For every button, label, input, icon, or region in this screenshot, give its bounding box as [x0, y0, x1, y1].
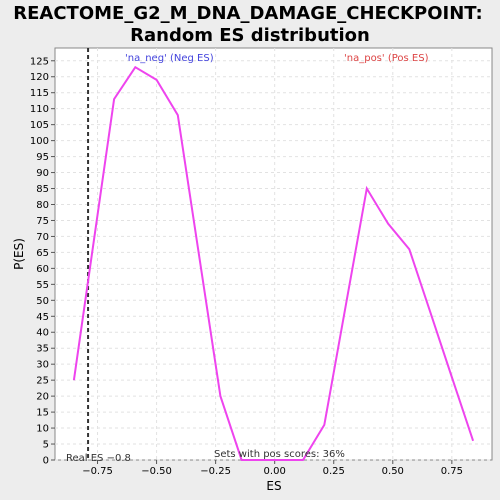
y-tick-label: 85: [36, 184, 49, 195]
y-tick-label: 75: [36, 216, 49, 227]
y-tick-label: 95: [36, 152, 49, 163]
chart-title-line1: REACTOME_G2_M_DNA_DAMAGE_CHECKPOINT:: [13, 3, 483, 24]
legend-pos: 'na_pos' (Pos ES): [344, 53, 429, 64]
x-tick-label: 0.00: [264, 466, 286, 477]
x-tick-label: 0.25: [323, 466, 345, 477]
y-tick-label: 0: [43, 456, 49, 467]
y-tick-label: 30: [36, 360, 49, 371]
y-tick-label: 50: [36, 296, 49, 307]
legend-neg: 'na_neg' (Neg ES): [125, 53, 214, 64]
es-distribution-line: [72, 65, 475, 461]
y-axis-label: P(ES): [12, 238, 26, 270]
grid: [55, 48, 492, 461]
y-tick-label: 55: [36, 280, 49, 291]
y-tick-label: 25: [36, 376, 49, 387]
y-tick-label: 90: [36, 168, 49, 179]
y-tick-label: 115: [30, 88, 49, 99]
y-tick-label: 45: [36, 312, 49, 323]
chart-title-line2: Random ES distribution: [130, 25, 370, 46]
x-tick-label: 0.50: [382, 466, 404, 477]
y-tick-label: 5: [43, 440, 49, 451]
y-tick-label: 60: [36, 264, 49, 275]
x-tick-label: 0.75: [441, 466, 463, 477]
real-es-label: Real ES −0.8: [66, 453, 131, 464]
y-tick-label: 40: [36, 328, 49, 339]
y-tick-label: 15: [36, 408, 49, 419]
y-tick-label: 125: [30, 56, 49, 67]
x-tick-label: −0.25: [200, 466, 231, 477]
y-tick-label: 80: [36, 200, 49, 211]
plot-area: [54, 47, 493, 461]
x-axis-ticks: −0.75 −0.50 −0.25 0.00 0.25 0.50 0.75: [82, 460, 463, 477]
y-tick-label: 110: [30, 104, 49, 115]
y-tick-label: 65: [36, 248, 49, 259]
y-tick-label: 10: [36, 424, 49, 435]
y-tick-label: 105: [30, 120, 49, 131]
x-axis-label: ES: [266, 479, 281, 493]
x-tick-label: −0.50: [141, 466, 172, 477]
y-tick-label: 20: [36, 392, 49, 403]
y-tick-label: 100: [30, 136, 49, 147]
x-tick-label: −0.75: [82, 466, 113, 477]
y-tick-label: 70: [36, 232, 49, 243]
pos-scores-label: Sets with pos scores: 36%: [214, 449, 345, 460]
y-tick-label: 120: [30, 72, 49, 83]
y-tick-label: 35: [36, 344, 49, 355]
y-axis-ticks: 0 5 10 15 20 25 30 35 40 45 50 55 60 65 70 75 80 85 90 95 10…: [30, 56, 55, 467]
